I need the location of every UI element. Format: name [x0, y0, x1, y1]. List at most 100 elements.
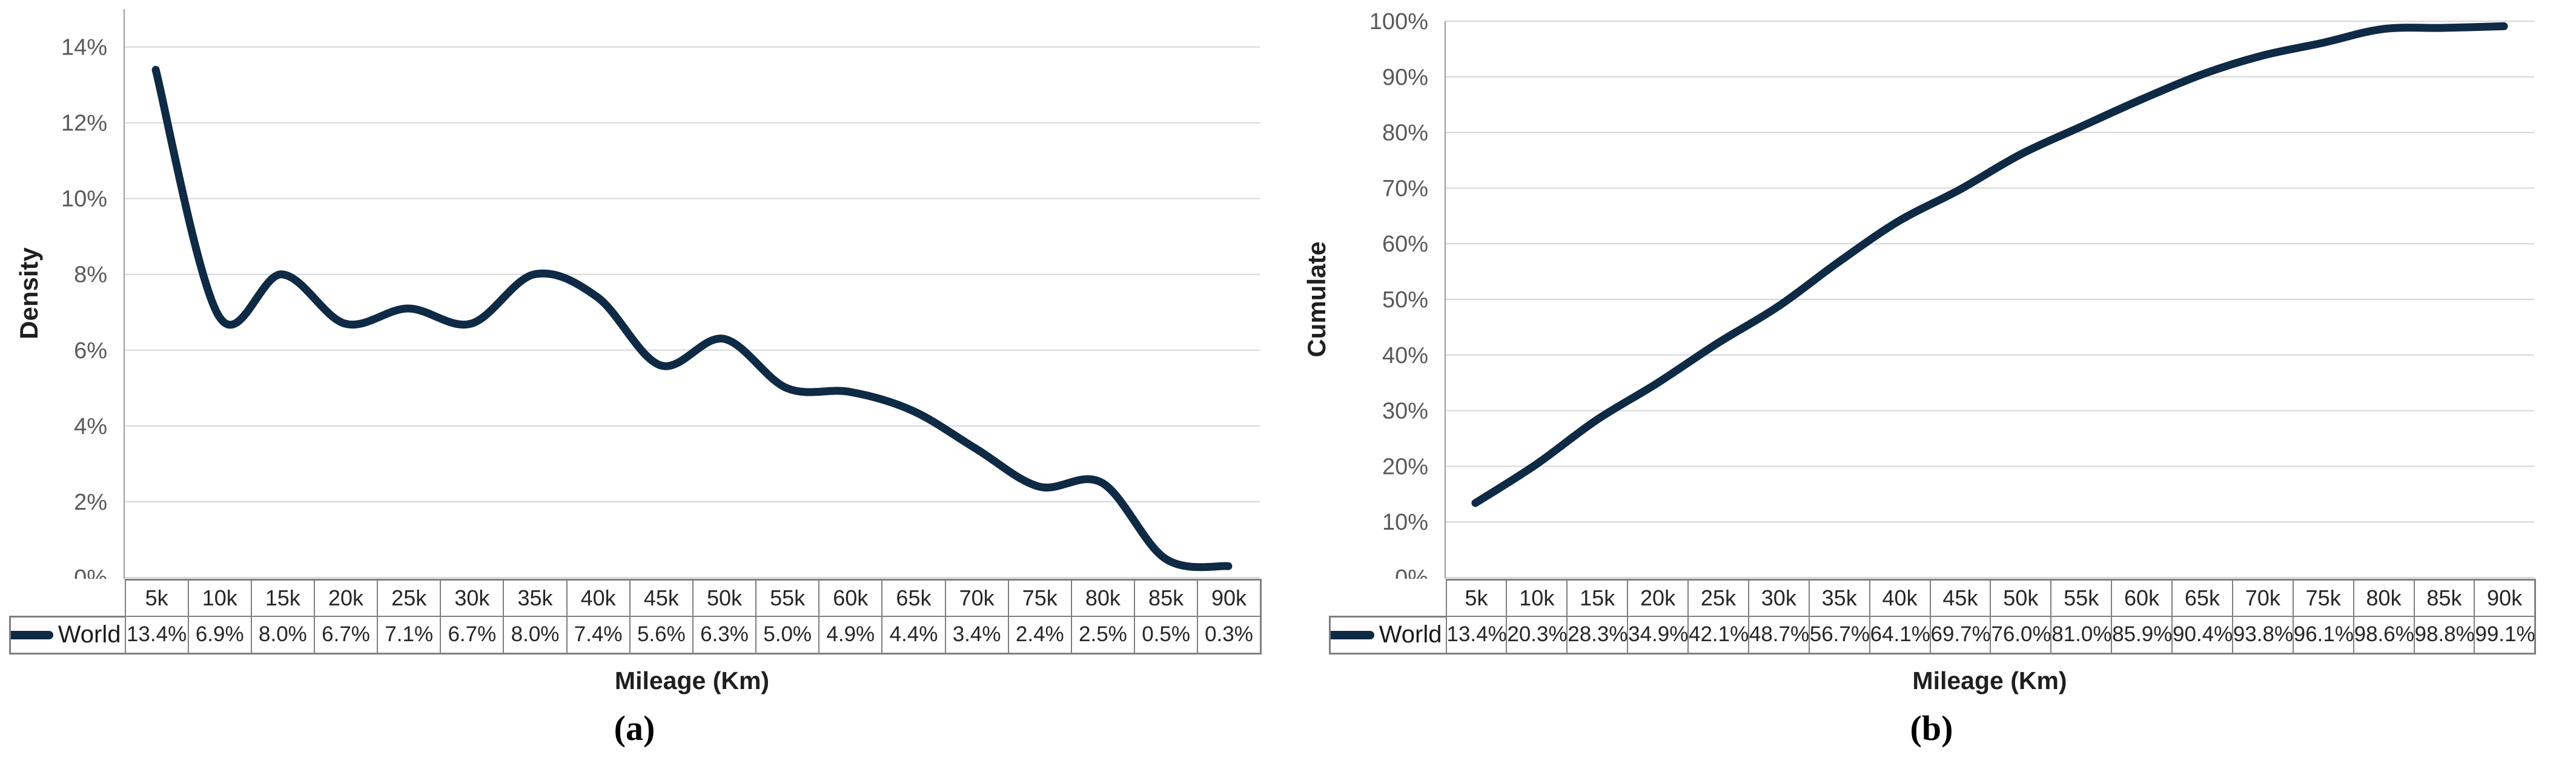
table-value-cell: 7.1%	[377, 616, 442, 655]
table-value-cell: 6.3%	[692, 616, 757, 655]
panel-a: 0% 2% 4% 6% 8% 10% 12% 14% Density 5k 10k 15k 20k 25…	[9, 9, 1262, 748]
table-value-cell: 34.9%	[1627, 616, 1689, 655]
table-value-cell: 85.9%	[2111, 616, 2173, 655]
table-value-cell: 8.0%	[503, 616, 568, 655]
y-tick-label: 4%	[74, 414, 107, 439]
caption-b: (b)	[1910, 708, 1953, 748]
table-header-cell: 5k	[124, 579, 189, 617]
table-header-cell: 25k	[1687, 579, 1749, 617]
caption-a: (a)	[614, 708, 655, 748]
table-value-cell: 56.7%	[1808, 616, 1870, 655]
data-table-b: 5k 10k 15k 20k 25k 30k 35k 40k 45k 50k 55k 60k 65k 70…	[1329, 579, 2536, 655]
y-tick-label: 2%	[74, 490, 107, 515]
table-header-cell: 30k	[440, 579, 505, 617]
table-header-cell: 40k	[566, 579, 631, 617]
y-tick-label: 8%	[74, 262, 107, 288]
panel-b: 0% 10% 20% 30% 40% 50% 60% 70% 80% 90% 100% Cumulat…	[1288, 0, 2575, 783]
table-value-cell: 93.8%	[2231, 616, 2294, 655]
legend-line-swatch	[12, 630, 53, 639]
y-tick-label: 60%	[1382, 232, 1428, 257]
y-tick-label: 80%	[1382, 121, 1428, 146]
table-value-cell: 48.7%	[1747, 616, 1810, 655]
table-header-cell: 50k	[1990, 579, 2052, 617]
table-header-cell: 30k	[1747, 579, 1810, 617]
table-value-cell: 4.9%	[818, 616, 883, 655]
legend-cell: World	[1329, 615, 1447, 655]
table-header-cell: 65k	[881, 579, 946, 617]
data-table-a: 5k 10k 15k 20k 25k 30k 35k 40k 45k 50k 55k 60k 65k 70…	[9, 579, 1262, 655]
table-header-cell: 10k	[1506, 579, 1568, 617]
table-header-cell: 45k	[629, 579, 694, 617]
y-tick-label: 100%	[1369, 9, 1428, 35]
table-header-cell: 60k	[818, 579, 883, 617]
table-value-cell: 98.6%	[2353, 616, 2415, 655]
table-value-cell: 13.4%	[124, 616, 189, 655]
table-value-cell: 64.1%	[1869, 616, 1931, 655]
x-axis-title-a: Mileage (Km)	[614, 667, 770, 695]
table-header-cell: 90k	[2474, 579, 2536, 617]
table-header-cell: 85k	[1133, 579, 1199, 617]
y-tick-label: 10%	[61, 187, 107, 212]
table-value-cell: 42.1%	[1687, 616, 1749, 655]
legend-cell: World	[9, 615, 126, 655]
table-header-cell: 80k	[1070, 579, 1136, 617]
table-value-cell: 8.0%	[250, 616, 315, 655]
table-header-cell: 15k	[1566, 579, 1629, 617]
table-value-cell: 6.9%	[187, 616, 252, 655]
table-value-cell: 6.7%	[440, 616, 505, 655]
table-value-cell: 3.4%	[944, 616, 1009, 655]
table-header-cell: 35k	[1808, 579, 1870, 617]
table-value-cell: 98.8%	[2413, 616, 2475, 655]
table-header-cell: 10k	[187, 579, 252, 617]
table-header-cell: 70k	[944, 579, 1009, 617]
table-header-cell: 75k	[1007, 579, 1072, 617]
series-line-world	[1471, 22, 2508, 507]
table-value-cell: 28.3%	[1566, 616, 1629, 655]
y-tick-label: 20%	[1382, 454, 1428, 479]
y-tick-label: 0%	[1395, 565, 1428, 579]
table-header-cell: 20k	[313, 579, 379, 617]
table-header-cell: 80k	[2353, 579, 2415, 617]
series-line-world	[151, 65, 1233, 571]
table-value-cell: 6.7%	[313, 616, 379, 655]
table-header-cell: 45k	[1929, 579, 1992, 617]
y-tick-label: 12%	[61, 111, 107, 136]
legend-series-label: World	[1379, 621, 1442, 648]
table-value-cell: 90.4%	[2171, 616, 2233, 655]
y-tick-label: 6%	[74, 338, 107, 364]
table-value-cell: 7.4%	[566, 616, 631, 655]
y-tick-label: 30%	[1382, 399, 1428, 424]
table-header-cell: 25k	[377, 579, 442, 617]
table-header-cell: 90k	[1197, 579, 1262, 617]
table-corner-spacer	[1330, 580, 1446, 617]
table-header-cell: 70k	[2231, 579, 2294, 617]
legend-line-swatch	[1331, 630, 1374, 639]
table-value-cell: 20.3%	[1506, 616, 1568, 655]
table-header-cell: 5k	[1445, 579, 1508, 617]
table-header-cell: 55k	[2050, 579, 2113, 617]
y-axis-title: Cumulate	[1302, 241, 1331, 357]
table-value-cell: 69.7%	[1929, 616, 1992, 655]
table-header-cell: 40k	[1869, 579, 1931, 617]
y-tick-label: 0%	[74, 565, 107, 579]
y-tick-label: 14%	[61, 35, 107, 61]
table-header-cell: 50k	[692, 579, 757, 617]
table-corner-spacer	[10, 580, 125, 617]
table-value-cell: 76.0%	[1990, 616, 2052, 655]
table-header-cell: 20k	[1627, 579, 1689, 617]
y-axis-title: Density	[15, 247, 43, 339]
table-value-cell: 99.1%	[2474, 616, 2536, 655]
table-value-cell: 5.0%	[755, 616, 820, 655]
table-header-cell: 35k	[503, 579, 568, 617]
table-value-cell: 81.0%	[2050, 616, 2113, 655]
table-value-cell: 13.4%	[1445, 616, 1508, 655]
table-value-cell: 5.6%	[629, 616, 694, 655]
table-value-cell: 0.3%	[1197, 616, 1262, 655]
y-tick-label: 70%	[1382, 176, 1428, 201]
table-value-cell: 4.4%	[881, 616, 946, 655]
table-header-cell: 60k	[2111, 579, 2173, 617]
density-line-chart: 0% 2% 4% 6% 8% 10% 12% 14% Density	[15, 9, 1260, 579]
table-value-cell: 2.4%	[1007, 616, 1072, 655]
cumulate-line-chart: 0% 10% 20% 30% 40% 50% 60% 70% 80% 90% 100% Cumulat…	[1302, 9, 2534, 579]
table-header-cell: 15k	[250, 579, 315, 617]
